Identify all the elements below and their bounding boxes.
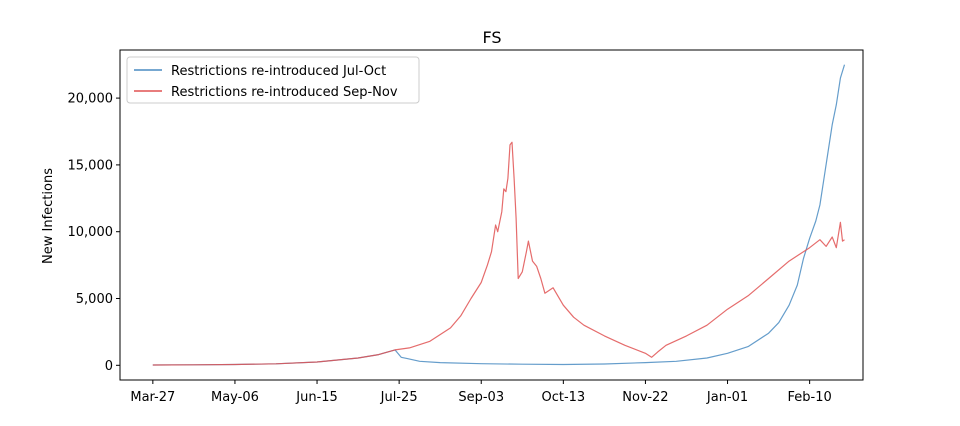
x-tick-label: Feb-10 (788, 390, 832, 405)
y-tick-label: 0 (105, 359, 113, 374)
chart-title: FS (482, 28, 501, 47)
y-axis-label: New Infections (41, 168, 56, 264)
series-layer (152, 64, 846, 366)
y-tick-label: 5,000 (76, 292, 113, 307)
x-tick-label: Jan-01 (706, 390, 748, 405)
legend-label-1: Restrictions re-introduced Jul-Oct (171, 64, 386, 79)
y-tick-label: 15,000 (68, 158, 114, 173)
x-tick-label: Mar-27 (130, 390, 175, 405)
legend-box (126, 56, 420, 104)
y-tick-label: 10,000 (68, 225, 114, 240)
x-tick-label: Nov-22 (622, 390, 668, 405)
y-axis: 0 5,000 10,000 15,000 20,000 (68, 92, 120, 374)
x-tick-label: Jul-25 (380, 390, 418, 405)
x-tick-label: Jun-15 (295, 390, 338, 405)
x-tick-label: Sep-03 (458, 390, 504, 405)
x-tick-label: Oct-13 (541, 390, 585, 405)
series-line-2 (152, 141, 845, 366)
legend: Restrictions re-introduced Jul-Oct Restri… (126, 56, 420, 104)
x-tick-label: May-06 (211, 390, 259, 405)
x-axis: Mar-27 May-06 Jun-15 Jul-25 Sep-03 Oct-13 Nov-… (130, 380, 832, 405)
y-tick-label: 20,000 (68, 92, 114, 107)
plot-frame (119, 49, 864, 381)
legend-label-2: Restrictions re-introduced Sep-Nov (171, 85, 398, 100)
